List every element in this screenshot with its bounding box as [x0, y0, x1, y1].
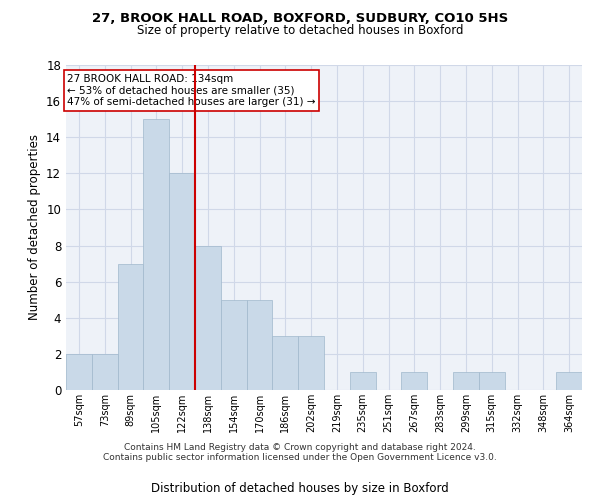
Bar: [92, 354, 118, 390]
Bar: [401, 372, 427, 390]
Bar: [169, 174, 195, 390]
Bar: [479, 372, 505, 390]
Bar: [247, 300, 272, 390]
Bar: [66, 354, 92, 390]
Bar: [143, 119, 169, 390]
Bar: [195, 246, 221, 390]
Bar: [556, 372, 582, 390]
Bar: [118, 264, 143, 390]
Bar: [453, 372, 479, 390]
Text: Size of property relative to detached houses in Boxford: Size of property relative to detached ho…: [137, 24, 463, 37]
Text: 27 BROOK HALL ROAD: 134sqm
← 53% of detached houses are smaller (35)
47% of semi: 27 BROOK HALL ROAD: 134sqm ← 53% of deta…: [67, 74, 316, 107]
Bar: [272, 336, 298, 390]
Bar: [350, 372, 376, 390]
Bar: [221, 300, 247, 390]
Text: 27, BROOK HALL ROAD, BOXFORD, SUDBURY, CO10 5HS: 27, BROOK HALL ROAD, BOXFORD, SUDBURY, C…: [92, 12, 508, 26]
Text: Contains HM Land Registry data © Crown copyright and database right 2024.
Contai: Contains HM Land Registry data © Crown c…: [103, 443, 497, 462]
Text: Distribution of detached houses by size in Boxford: Distribution of detached houses by size …: [151, 482, 449, 495]
Bar: [298, 336, 324, 390]
Y-axis label: Number of detached properties: Number of detached properties: [28, 134, 41, 320]
